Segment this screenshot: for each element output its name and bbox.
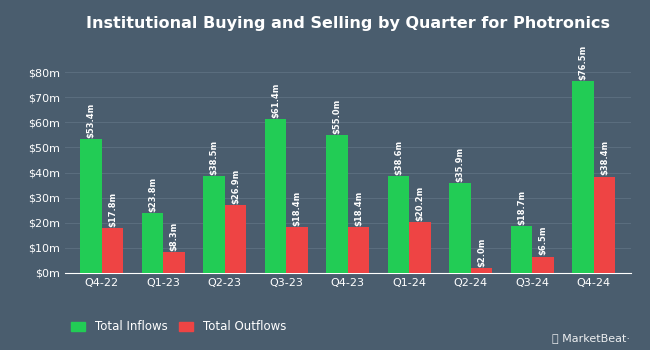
Text: $18.4m: $18.4m	[292, 190, 302, 225]
Bar	[471, 268, 492, 273]
Text: $8.3m: $8.3m	[170, 222, 179, 251]
Bar	[532, 257, 554, 273]
Bar	[203, 176, 225, 273]
Bar	[511, 226, 532, 273]
Bar	[348, 227, 369, 273]
Bar	[286, 227, 308, 273]
Bar	[142, 213, 163, 273]
Text: $2.0m: $2.0m	[477, 237, 486, 267]
Text: $38.4m: $38.4m	[600, 140, 609, 175]
Bar	[81, 139, 102, 273]
Text: ⸻ MarketBeat·: ⸻ MarketBeat·	[552, 333, 630, 343]
Legend: Total Inflows, Total Outflows: Total Inflows, Total Outflows	[71, 321, 286, 334]
Text: $55.0m: $55.0m	[333, 98, 341, 134]
Text: $23.8m: $23.8m	[148, 177, 157, 212]
Text: $18.7m: $18.7m	[517, 190, 526, 225]
Text: $20.2m: $20.2m	[415, 186, 424, 221]
Text: $18.4m: $18.4m	[354, 190, 363, 225]
Text: $17.8m: $17.8m	[108, 192, 117, 227]
Text: $61.4m: $61.4m	[271, 82, 280, 118]
Bar	[572, 81, 593, 273]
Bar	[265, 119, 286, 273]
Bar	[410, 222, 431, 273]
Title: Institutional Buying and Selling by Quarter for Photronics: Institutional Buying and Selling by Quar…	[86, 16, 610, 31]
Bar	[102, 228, 124, 273]
Bar	[326, 135, 348, 273]
Text: $6.5m: $6.5m	[538, 226, 547, 256]
Text: $35.9m: $35.9m	[456, 147, 465, 182]
Bar	[225, 205, 246, 273]
Text: $26.9m: $26.9m	[231, 169, 240, 204]
Text: $76.5m: $76.5m	[578, 44, 588, 80]
Text: $53.4m: $53.4m	[86, 103, 96, 138]
Text: $38.6m: $38.6m	[394, 140, 403, 175]
Bar	[449, 183, 471, 273]
Text: $38.5m: $38.5m	[209, 140, 218, 175]
Bar	[163, 252, 185, 273]
Bar	[387, 176, 410, 273]
Bar	[593, 177, 615, 273]
